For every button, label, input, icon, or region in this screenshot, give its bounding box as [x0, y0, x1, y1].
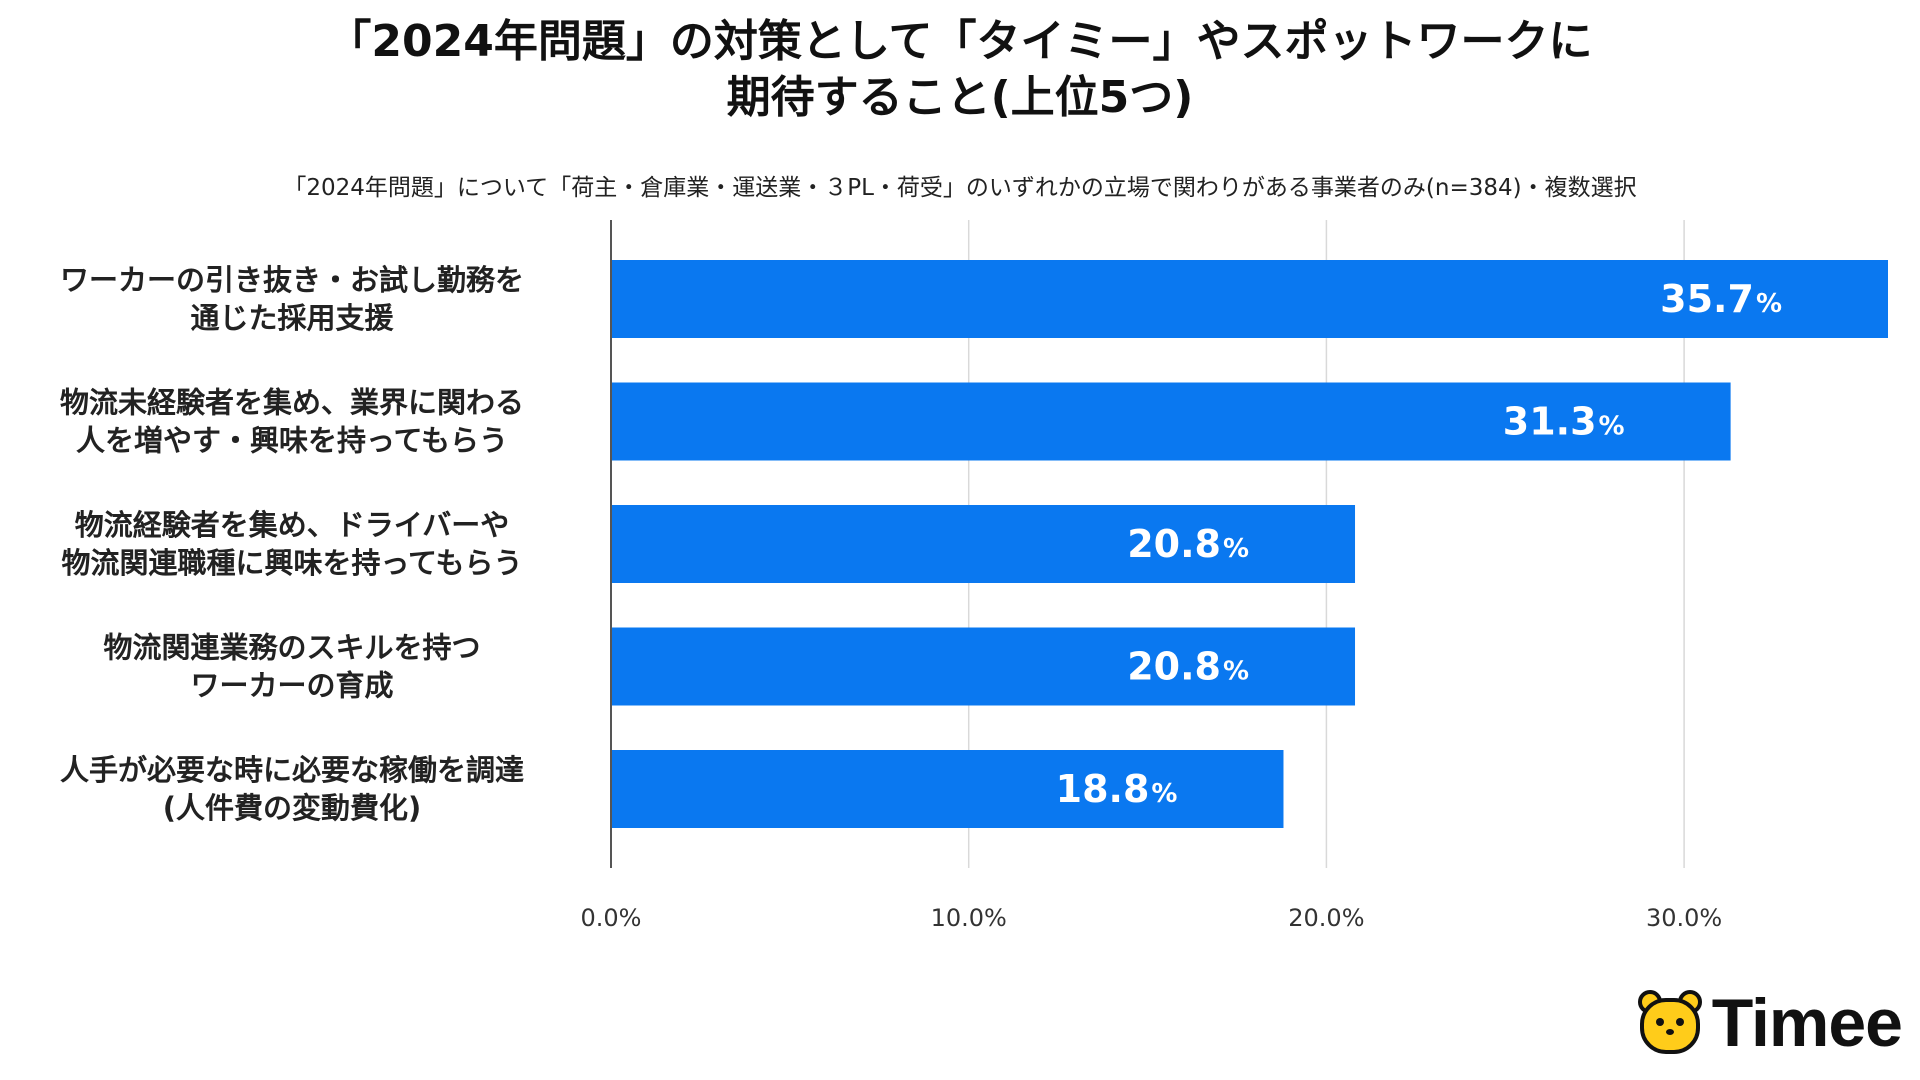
category-label-3-line-0: 物流関連業務のスキルを持つ — [103, 631, 480, 665]
chart-subtitle: 「2024年問題」について「荷主・倉庫業・運送業・３PL・荷受」のいずれかの立場… — [283, 175, 1637, 201]
category-label-0-line-0: ワーカーの引き抜き・お試し勤務を — [60, 263, 524, 297]
chart-title-line-2: 期待すること(上位5つ) — [726, 72, 1194, 123]
chart-title: 「2024年問題」の対策として「タイミー」やスポットワークに 期待すること(上位… — [0, 14, 1920, 126]
chart-title-line-1: 「2024年問題」の対策として「タイミー」やスポットワークに — [327, 16, 1593, 67]
category-label-1-line-1: 人を増やす・興味を持ってもらう — [76, 424, 508, 458]
category-label-4-line-1: (人件費の変動費化) — [163, 791, 422, 825]
bar-0 — [611, 260, 1888, 338]
x-tick-label-0: 0.0% — [581, 904, 642, 932]
data-label-0: 35.7% — [1660, 277, 1782, 321]
bar-2 — [611, 505, 1356, 583]
x-tick-label-3: 30.0% — [1646, 904, 1722, 932]
timee-logo: Timee — [1637, 984, 1903, 1062]
bar-1 — [611, 382, 1731, 461]
logo-text: Timee — [1711, 985, 1903, 1061]
category-labels: ワーカーの引き抜き・お試し勤務を通じた採用支援物流未経験者を集め、業界に関わる人… — [60, 263, 524, 825]
category-label-2-line-0: 物流経験者を集め、ドライバーや — [75, 508, 509, 542]
category-label-1-line-0: 物流未経験者を集め、業界に関わる — [60, 386, 524, 420]
data-label-1: 31.3% — [1503, 400, 1625, 444]
data-label-3: 20.8% — [1127, 645, 1249, 689]
category-label-4-line-0: 人手が必要な時に必要な稼働を調達 — [60, 753, 524, 787]
category-label-2-line-1: 物流関連職種に興味を持ってもらう — [61, 546, 522, 580]
category-label-3-line-1: ワーカーの育成 — [190, 669, 393, 703]
bar-chart: 35.7% 31.3% 20.8% 20.8% 18.8% ワーカーの引き抜き・お試し勤… — [60, 220, 1888, 932]
bar-4 — [611, 750, 1284, 828]
x-tick-label-2: 20.0% — [1288, 904, 1364, 932]
bars: 35.7% 31.3% 20.8% 20.8% 18.8% — [611, 260, 1888, 828]
category-label-0-line-1: 通じた採用支援 — [190, 301, 394, 335]
timee-bear-icon — [1637, 990, 1702, 1054]
x-axis-ticks: 0.0% 10.0% 20.0% 30.0% — [581, 904, 1723, 932]
bar-3 — [611, 627, 1356, 706]
x-tick-label-1: 10.0% — [931, 904, 1007, 932]
data-label-4: 18.8% — [1056, 767, 1178, 811]
data-label-2: 20.8% — [1127, 522, 1249, 566]
